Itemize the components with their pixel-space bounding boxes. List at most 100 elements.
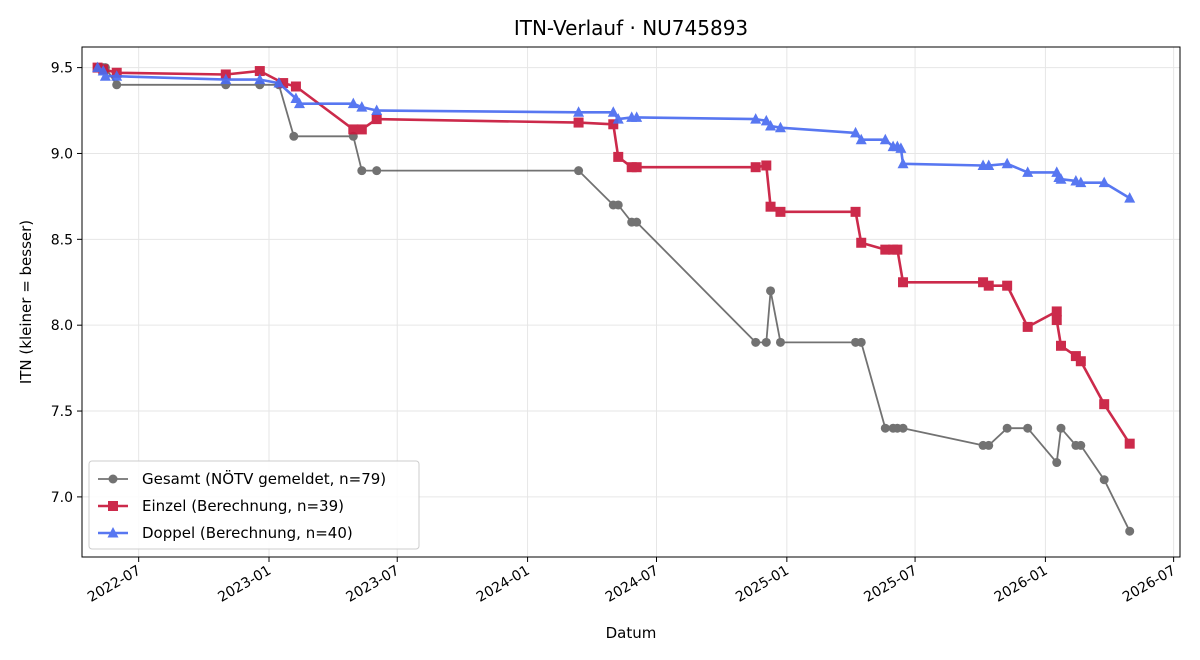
data-point	[1023, 423, 1033, 433]
data-point	[254, 73, 266, 85]
data-point	[356, 101, 368, 112]
data-point	[99, 70, 111, 81]
data-point	[750, 113, 762, 124]
data-point	[880, 423, 890, 433]
data-point	[750, 162, 761, 173]
data-point	[289, 131, 299, 141]
data-point	[371, 114, 382, 125]
data-point	[1002, 280, 1013, 291]
data-point	[774, 121, 786, 133]
grid	[82, 47, 1180, 557]
data-point	[254, 66, 265, 77]
legend-marker	[108, 501, 118, 511]
data-point	[897, 157, 909, 169]
y-tick-label: 9.5	[51, 61, 73, 77]
data-point	[983, 280, 994, 291]
legend-label: Gesamt (NÖTV gemeldet, n=79)	[142, 469, 386, 488]
data-point	[112, 80, 122, 90]
data-point	[290, 81, 301, 92]
data-point	[632, 217, 642, 227]
data-point	[850, 206, 861, 217]
data-point	[880, 244, 891, 255]
data-point	[850, 126, 862, 138]
data-point	[273, 77, 285, 88]
data-point	[760, 114, 772, 126]
data-point	[898, 277, 909, 288]
data-point	[983, 159, 995, 170]
x-tick-label: 2024-07	[603, 563, 662, 606]
legend: Gesamt (NÖTV gemeldet, n=79) Einzel (Bere…	[88, 460, 420, 550]
data-point	[1076, 440, 1086, 450]
data-point	[761, 160, 772, 171]
data-point	[765, 119, 777, 131]
data-point	[855, 133, 867, 145]
x-tick-label: 2023-07	[344, 563, 403, 606]
legend-item	[98, 527, 128, 538]
data-point	[220, 73, 232, 85]
data-point	[1075, 176, 1087, 188]
legend-label: Doppel (Berechnung, n=40)	[142, 524, 353, 542]
legend-item	[98, 501, 128, 511]
data-point	[278, 78, 289, 89]
data-point	[1056, 423, 1066, 433]
data-point	[1002, 423, 1012, 433]
data-point	[607, 106, 619, 117]
data-point	[612, 113, 624, 124]
data-point	[111, 70, 123, 81]
y-tick-label: 7.0	[51, 490, 73, 506]
y-tick-label: 8.0	[51, 318, 73, 334]
y-tick-label: 7.5	[51, 404, 73, 420]
data-point	[92, 61, 104, 73]
x-tick-label: 2026-07	[1120, 563, 1179, 606]
data-point	[1052, 458, 1062, 468]
data-point	[1098, 176, 1110, 188]
data-point	[1051, 306, 1062, 317]
data-point	[1099, 399, 1110, 410]
data-point	[1051, 315, 1062, 326]
series-square	[92, 62, 1135, 449]
legend-box	[88, 460, 420, 550]
data-point	[892, 244, 903, 255]
legend-label: Einzel (Berechnung, n=39)	[142, 497, 344, 515]
data-point	[751, 337, 761, 347]
data-point	[357, 166, 367, 176]
data-point	[372, 166, 382, 176]
data-point	[1055, 340, 1066, 351]
data-point	[766, 286, 776, 296]
legend-marker	[108, 474, 118, 484]
data-point	[978, 277, 989, 288]
data-point	[1124, 438, 1135, 449]
data-point	[895, 142, 907, 153]
legend-item	[98, 474, 128, 484]
y-tick-label: 8.5	[51, 232, 73, 248]
data-point	[293, 97, 305, 109]
data-point	[573, 117, 584, 128]
data-point	[371, 104, 383, 116]
data-point	[775, 337, 785, 347]
series-layer	[92, 61, 1136, 536]
data-point	[1001, 157, 1013, 169]
data-point	[1124, 192, 1136, 203]
x-tick-label: 2025-01	[733, 563, 792, 606]
plot-frame	[81, 46, 1181, 558]
data-point	[1022, 166, 1034, 177]
data-point	[613, 151, 624, 162]
data-point	[1075, 356, 1086, 367]
data-point	[348, 124, 359, 135]
data-point	[573, 106, 585, 117]
data-point	[856, 337, 866, 347]
legend-marker	[107, 527, 119, 538]
data-point	[1055, 173, 1067, 184]
series-triangle	[92, 61, 1136, 203]
data-point	[1125, 526, 1135, 536]
data-point	[761, 337, 771, 347]
data-point	[347, 97, 359, 109]
data-point	[608, 119, 619, 130]
data-point	[1099, 475, 1109, 485]
x-tick-label: 2025-07	[861, 563, 920, 606]
data-point	[984, 440, 994, 450]
data-point	[775, 206, 786, 217]
chart-title: ITN-Verlauf · NU745893	[514, 16, 748, 40]
x-tick-label: 2023-01	[215, 563, 274, 606]
